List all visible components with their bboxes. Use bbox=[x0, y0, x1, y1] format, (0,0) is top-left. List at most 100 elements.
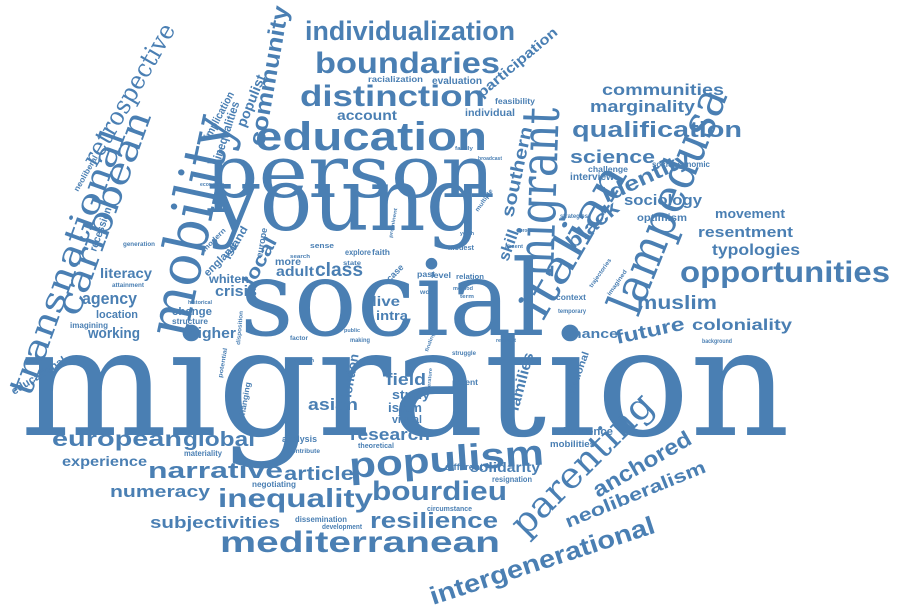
word-term: term bbox=[460, 294, 475, 300]
word-potential: potential bbox=[218, 347, 229, 378]
word-literacy: literacy bbox=[100, 265, 152, 281]
word-feasibility: feasibility bbox=[495, 97, 536, 106]
word-past: past bbox=[417, 270, 435, 279]
word-generation: generation bbox=[123, 242, 155, 248]
word-crisis: crisis bbox=[215, 283, 257, 300]
word-qualification: qualification bbox=[572, 117, 742, 142]
word-distinction: distinction bbox=[300, 80, 485, 113]
word-imagining: imagining bbox=[70, 321, 108, 330]
word-european: european bbox=[52, 428, 182, 451]
word-context: context bbox=[556, 293, 586, 302]
word-resilience: resilience bbox=[370, 508, 498, 533]
word-whiten: whiten bbox=[208, 272, 249, 286]
word-racialization: racialization bbox=[368, 75, 423, 84]
word-chance: chance bbox=[563, 326, 618, 341]
word-state: state bbox=[343, 261, 362, 267]
word-work: work bbox=[419, 290, 437, 296]
word-muslim: muslim bbox=[637, 293, 717, 314]
word-boundaries: boundaries bbox=[315, 47, 500, 80]
word-research: research bbox=[350, 425, 430, 444]
word-concern: concern bbox=[294, 358, 314, 364]
word-relation: relation bbox=[456, 274, 484, 281]
word-opportunities: opportunities bbox=[680, 256, 890, 289]
word-sociology: sociology bbox=[624, 192, 703, 209]
word-science: science bbox=[570, 147, 655, 167]
word-theoretical: theoretical bbox=[358, 443, 394, 450]
word-global: global bbox=[183, 429, 255, 451]
word-faith: faith bbox=[372, 248, 390, 257]
word-processes: processes bbox=[520, 228, 542, 234]
word-temporary: temporary bbox=[558, 309, 587, 315]
word-migrant: migrant bbox=[506, 106, 572, 278]
word-search: search bbox=[290, 254, 310, 260]
word-strategies: strategies bbox=[560, 214, 589, 220]
word-numeracy: numeracy bbox=[110, 482, 211, 501]
word-interview: interview bbox=[570, 172, 614, 183]
word-marginality: marginality bbox=[590, 97, 696, 116]
word-migration: migration bbox=[20, 297, 790, 471]
word-social: social bbox=[240, 238, 545, 360]
word-education: education bbox=[255, 115, 487, 159]
word-movement: movement bbox=[715, 206, 786, 221]
word-account: account bbox=[337, 107, 397, 123]
word-resignation: resignation bbox=[492, 475, 532, 484]
word-asian: asian bbox=[308, 395, 358, 414]
word-different: different bbox=[445, 462, 483, 472]
word-struggle: struggle bbox=[452, 351, 477, 357]
word-influence: influence bbox=[563, 426, 613, 438]
word-intra: intra bbox=[376, 308, 409, 323]
word-bourdieu: bourdieu bbox=[372, 476, 507, 506]
word-materiality: materiality bbox=[184, 449, 223, 458]
word-economic: economic bbox=[200, 182, 224, 188]
word-location: location bbox=[96, 309, 138, 321]
word-contribute: contribute bbox=[288, 449, 321, 455]
word-parent: parent bbox=[452, 378, 478, 387]
word-disposition: disposition bbox=[236, 310, 245, 345]
word-attainment: attainment bbox=[112, 283, 144, 289]
word-literature: literature bbox=[426, 368, 434, 393]
word-study: study bbox=[392, 387, 431, 402]
word-resentment: resentment bbox=[698, 224, 793, 241]
word-visual: visual bbox=[392, 414, 422, 426]
word-higher: higher bbox=[188, 325, 236, 342]
word-explore: explore bbox=[345, 248, 371, 257]
word-inequality: inequality bbox=[218, 483, 374, 513]
word-individualization: individualization bbox=[305, 16, 515, 46]
word-relevant: relevant bbox=[496, 338, 516, 344]
word-individual: individual bbox=[465, 108, 515, 119]
word-subjectivities: subjectivities bbox=[150, 513, 280, 532]
word-mobilities: mobilities bbox=[550, 439, 595, 449]
word-live: live bbox=[372, 293, 400, 309]
word-negotiating: negotiating bbox=[252, 480, 296, 489]
word-analysis: analysis bbox=[282, 434, 317, 444]
word-person: person bbox=[205, 130, 495, 214]
word-youth: youth bbox=[460, 231, 474, 237]
word-islam: islam bbox=[388, 400, 422, 415]
word-background: background bbox=[702, 339, 732, 345]
word-mediterranean: mediterranean bbox=[220, 526, 500, 559]
word-socioeconomic: socioeconomic bbox=[652, 160, 711, 169]
word-challenge: challenge bbox=[588, 165, 629, 174]
word-narrative: narrative bbox=[148, 458, 283, 483]
word-dissemination: dissemination bbox=[295, 515, 347, 524]
word-experience: experience bbox=[62, 453, 147, 469]
word-optimism: optimism bbox=[637, 213, 687, 224]
word-coloniality: coloniality bbox=[692, 317, 792, 334]
word-change: change bbox=[172, 306, 212, 318]
word-prominent: prominent bbox=[388, 207, 399, 238]
word-level: level bbox=[431, 271, 451, 280]
word-making: making bbox=[350, 338, 370, 344]
word-working: working bbox=[87, 325, 140, 342]
word-article: article bbox=[284, 464, 354, 485]
word-young: young bbox=[209, 148, 482, 251]
word-more: more bbox=[275, 257, 301, 268]
word-adult: adult bbox=[276, 263, 314, 279]
word-typologies: typologies bbox=[712, 242, 800, 259]
word-absent: absent bbox=[505, 244, 523, 250]
word-family: family bbox=[455, 146, 473, 152]
word-historical: historical bbox=[188, 300, 213, 306]
word-agency: agency bbox=[82, 289, 138, 308]
word-public: public bbox=[344, 328, 360, 334]
word-class: class bbox=[315, 260, 363, 281]
